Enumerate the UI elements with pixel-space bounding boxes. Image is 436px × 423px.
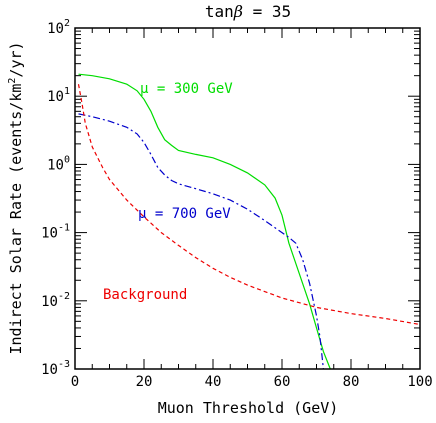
y-tick-exponent: 1 (64, 86, 70, 97)
y-tick-base: 10 (41, 226, 58, 242)
y-tick-exponent: -3 (58, 359, 70, 370)
series-label-2: Background (103, 287, 187, 303)
y-tick-label: 10-3 (41, 359, 70, 378)
series-layer (77, 73, 420, 369)
series-line-1 (78, 113, 324, 369)
x-tick-label: 0 (71, 374, 79, 390)
y-tick-base: 10 (47, 157, 64, 173)
y-tick-base: 10 (47, 21, 64, 37)
x-axis-title: Muon Threshold (GeV) (158, 399, 339, 417)
chart-title: tanβ = 35 (205, 2, 291, 21)
x-tick-label: 60 (274, 374, 291, 390)
x-tick-label: 100 (407, 374, 432, 390)
y-tick-base: 10 (41, 362, 58, 378)
y-tick-exponent: -2 (58, 291, 70, 302)
y-tick-label: 10-2 (41, 291, 70, 310)
y-tick-exponent: -1 (58, 223, 70, 234)
y-tick-label: 10-1 (41, 223, 70, 242)
annotations: μ = 300 GeV μ = 700 GeV Background (103, 81, 233, 303)
series-label-0: μ = 300 GeV (140, 81, 233, 97)
series-line-2 (77, 84, 420, 326)
y-tick-base: 10 (41, 294, 58, 310)
series-label-1: μ = 700 GeV (138, 206, 231, 222)
x-tick-label: 80 (343, 374, 360, 390)
y-tick-exponent: 2 (64, 18, 70, 29)
y-axis-title: Indirect Solar Rate (events/km2/yr) (7, 41, 25, 354)
series-line-0 (78, 73, 331, 369)
y-tick-label: 101 (47, 86, 70, 105)
y-tick-exponent: 0 (64, 154, 70, 165)
x-tick-label: 40 (205, 374, 222, 390)
y-tick-label: 100 (47, 154, 70, 173)
y-tick-base: 10 (47, 89, 64, 105)
x-tick-label: 20 (136, 374, 153, 390)
plot-frame (74, 27, 421, 370)
y-tick-label: 102 (47, 18, 70, 37)
